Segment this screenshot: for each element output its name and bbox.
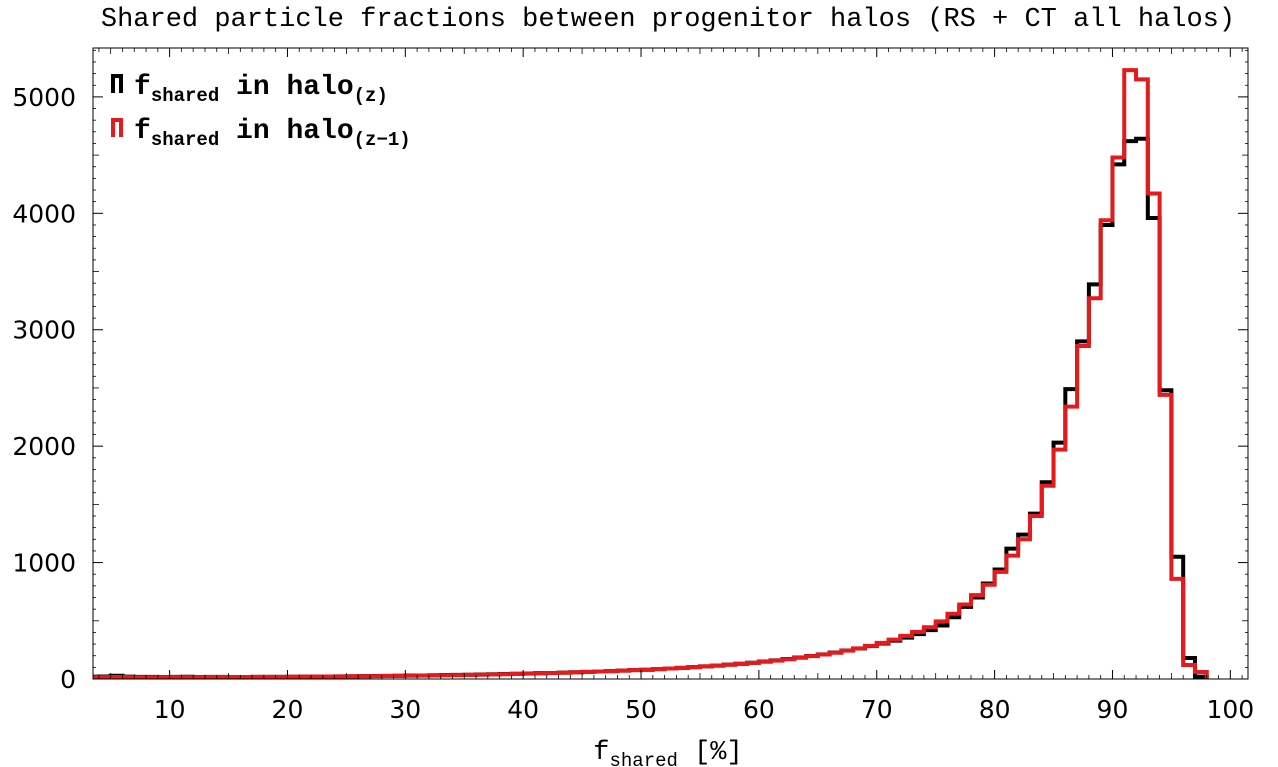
y-tick-label: 4000: [12, 199, 76, 228]
legend-label: fshared in halo(z−1): [134, 116, 411, 151]
plot-area: [93, 68, 1209, 679]
legend-swatch: [111, 118, 123, 137]
x-axis-label-main: f: [593, 738, 609, 767]
x-tick-label: 40: [507, 695, 539, 724]
y-tick-label: 1000: [12, 549, 76, 578]
x-tick-label: 50: [625, 695, 657, 724]
x-tick-label: 80: [979, 695, 1011, 724]
chart-title: Shared particle fractions between progen…: [101, 5, 1235, 35]
histogram-series-2: [93, 68, 1209, 679]
legend-swatch: [111, 74, 123, 93]
legend-item-2: fshared in halo(z−1): [111, 116, 411, 151]
x-tick-label: 70: [861, 695, 893, 724]
x-tick-label: 60: [743, 695, 775, 724]
y-tick-label: 5000: [12, 83, 76, 112]
histogram-series-1: [93, 136, 1209, 679]
x-tick-label: 30: [389, 695, 421, 724]
x-axis-label-sub: shared: [609, 750, 677, 767]
y-tick-label: 0: [60, 665, 76, 694]
legend-item-1: fshared in halo(z): [111, 72, 388, 107]
x-tick-label: 90: [1097, 695, 1129, 724]
x-axis-label-unit: [%]: [678, 738, 743, 767]
x-tick-label: 10: [154, 695, 186, 724]
plot-frame: [92, 47, 1249, 680]
legend-label: fshared in halo(z): [134, 72, 388, 107]
x-tick-label: 20: [272, 695, 304, 724]
x-tick-label: 100: [1206, 695, 1254, 724]
x-axis-label: fshared [%]: [593, 738, 742, 767]
y-tick-label: 2000: [12, 432, 76, 461]
y-tick-label: 3000: [12, 316, 76, 345]
axes: 10 20 30 40 50 60 70 80 90 1000100020003000400050…: [12, 48, 1254, 724]
legend: fshared in halo(z) fshared in halo(z−1): [111, 72, 411, 151]
